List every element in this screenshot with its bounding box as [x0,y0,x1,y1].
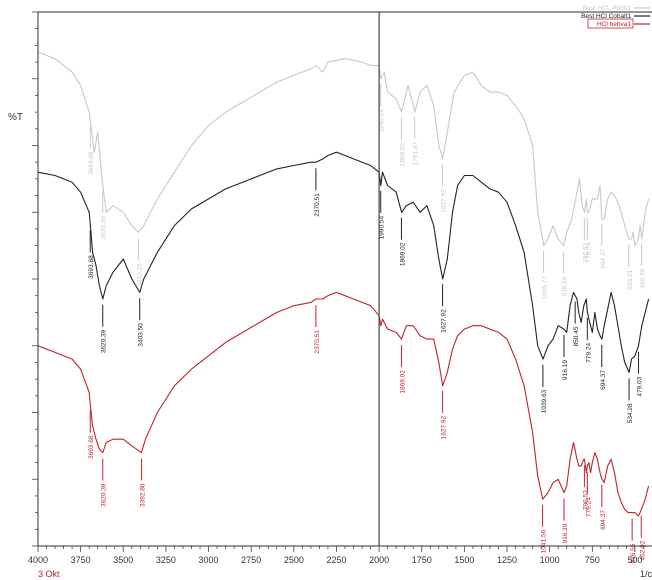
peak-label: 460.99 [640,268,647,288]
x-tick-label: 3750 [71,555,91,565]
peak-label: 516.55 [630,543,637,563]
peak-label: 1990.54 [379,109,386,133]
peak-label: 796.53 [582,243,589,263]
x-tick-label: 3250 [156,555,176,565]
peak-label: 1035.77 [542,276,549,300]
peak-label: 1627.92 [441,415,448,439]
x-axis-date-note: 3 Okt [38,569,60,579]
x-tick-label: 4000 [28,555,48,565]
peak-label: 3410.15 [137,263,144,287]
peak-label: 3620.39 [101,216,108,240]
y-axis-label: %T [8,112,23,123]
x-tick-label: 750 [585,555,600,565]
peak-label: 1627.92 [441,309,448,333]
peak-label: 3693.68 [88,151,95,175]
x-tick-label: 1750 [412,555,432,565]
legend-highlight-box [587,18,634,29]
x-tick-label: 3000 [199,555,219,565]
peak-label: 916.19 [562,360,569,380]
peak-label: 779.24 [585,342,592,362]
peak-label: 462.92 [639,540,646,560]
peak-label: 534.28 [627,403,634,423]
x-tick-label: 1000 [540,555,560,565]
peak-label: 918.19 [562,276,569,296]
peak-label: 1039.63 [541,389,548,413]
legend-label: Best HCl Cobalt1 [581,13,631,20]
x-axis-unit-label: 1/cm [640,569,652,579]
peak-label: 3693.68 [88,435,95,459]
peak-label: 3693.68 [88,255,95,279]
peak-label: 2370.51 [314,193,321,217]
peak-label: 3392.80 [140,483,147,507]
peak-label: 3620.39 [101,329,108,353]
plot-area [37,51,650,517]
x-tick-label: 2250 [326,555,346,565]
peak-label: 1041.56 [541,529,548,553]
peak-label: 850.45 [573,326,580,346]
series-line-2 [37,151,650,373]
x-tick-label: 2750 [241,555,261,565]
peak-label: 1869.02 [399,370,406,394]
x-tick-label: 1500 [454,555,474,565]
axes: 4000 3750 3500 3250 3000 2750 2500 2250 2000 1750… [28,11,652,565]
peak-label: 694.37 [600,248,607,268]
peak-label: 1990.54 [379,215,386,239]
peak-label: 694.37 [600,510,607,530]
x-tick-label: 1250 [497,555,517,565]
legend-label: Best HCL Pb001 [583,5,632,12]
peak-label: 2370.51 [314,330,321,354]
series-line-3 [37,291,650,517]
peak-label: 479.03 [637,376,644,396]
x-tick-label: 2500 [284,555,304,565]
peak-label: 1869.02 [399,242,406,266]
series-line-1 [37,51,650,247]
peak-label: 694.37 [600,370,607,390]
peak-label: 1869.02 [399,142,406,166]
peak-label: 536.21 [627,269,634,289]
peak-label: 779.24 [585,497,592,517]
x-tick-label: 3500 [113,555,133,565]
peak-label: 3403.50 [138,323,145,347]
legend-label: HCl bebva1 [597,21,631,28]
peak-label: 1627.92 [441,189,448,213]
peak-label: 3620.39 [101,483,108,507]
x-tick-label: 500 [627,555,642,565]
peak-label: 916.19 [562,523,569,543]
x-tick-label: 2000 [369,555,389,565]
peak-label: 796.53 [582,490,589,510]
peak-labels: 3693.68 3620.39 3410.15 1990.54 1869.02 1791.… [88,84,647,564]
peak-label: 1791.87 [413,141,420,165]
peak-label: 779.24 [585,242,592,262]
